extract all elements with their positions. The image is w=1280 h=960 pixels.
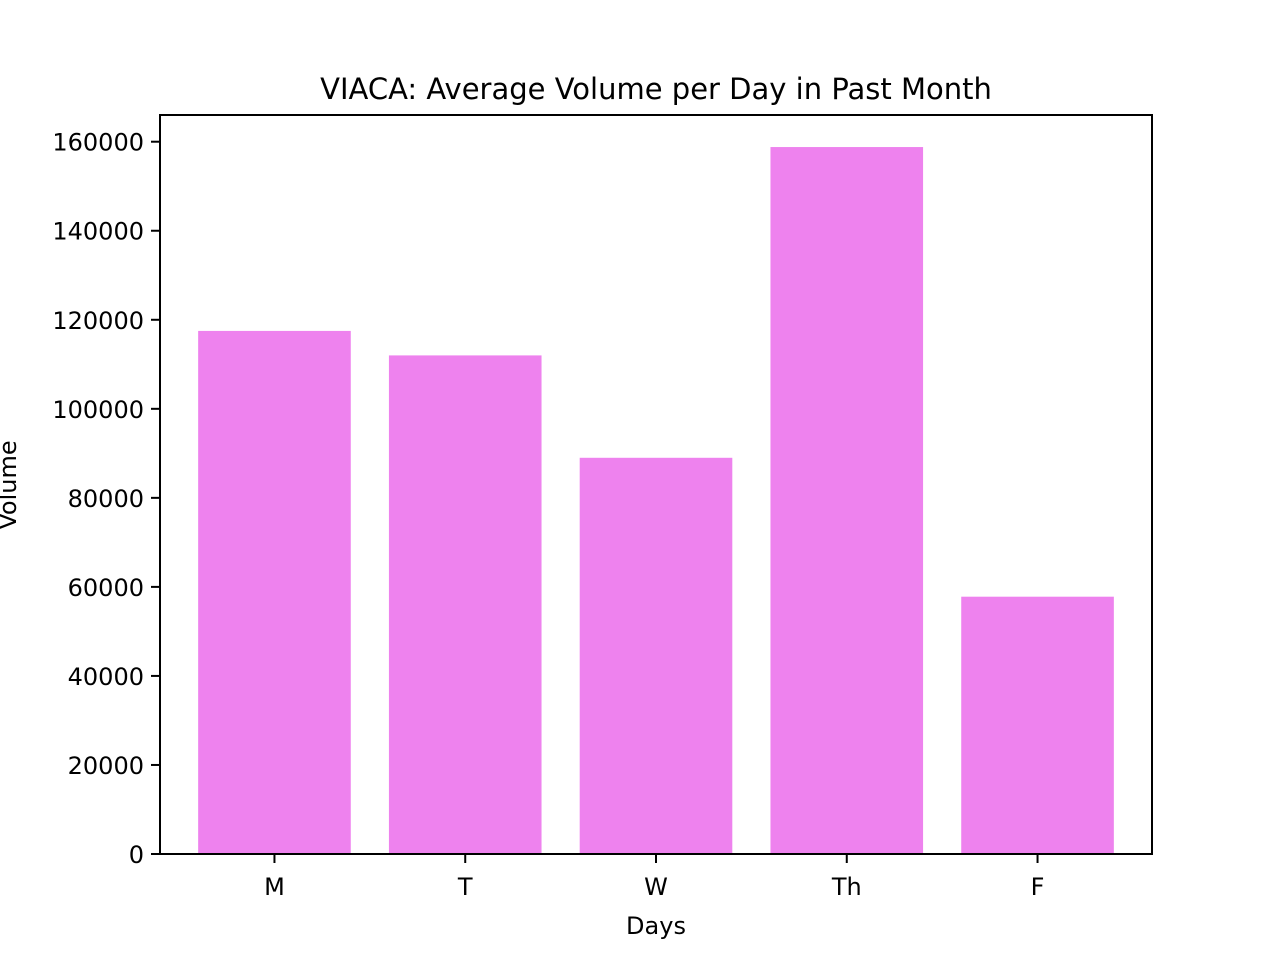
y-tick-label: 0 [129,841,144,869]
y-tick-label: 20000 [68,752,144,780]
y-tick-label: 120000 [52,307,144,335]
bar-th [770,147,924,855]
y-tick-label: 60000 [68,574,144,602]
x-axis-label: Days [626,912,686,940]
y-tick-label: 140000 [52,218,144,246]
y-tick-label: 100000 [52,396,144,424]
bar-f [961,596,1114,854]
y-axis: 0 20000 40000 60000 80000 100000 120000 140000 1… [52,129,160,869]
bar-w [579,457,733,854]
x-axis: M T W Th F [264,854,1044,901]
plot-frame [159,114,1153,855]
x-tick-label: Th [831,873,862,901]
y-axis-label: Volume [0,440,22,529]
bar-t [388,355,542,854]
x-tick-label: W [644,873,668,901]
bar-m [198,330,351,854]
chart-title: VIACA: Average Volume per Day in Past Mo… [320,72,992,106]
y-tick-label: 80000 [68,485,144,513]
x-tick-label: F [1031,873,1045,901]
y-tick-label: 40000 [68,663,144,691]
y-tick-label: 160000 [52,129,144,157]
x-tick-label: M [264,873,285,901]
bars-layer [198,147,1114,855]
x-tick-label: T [457,873,473,901]
